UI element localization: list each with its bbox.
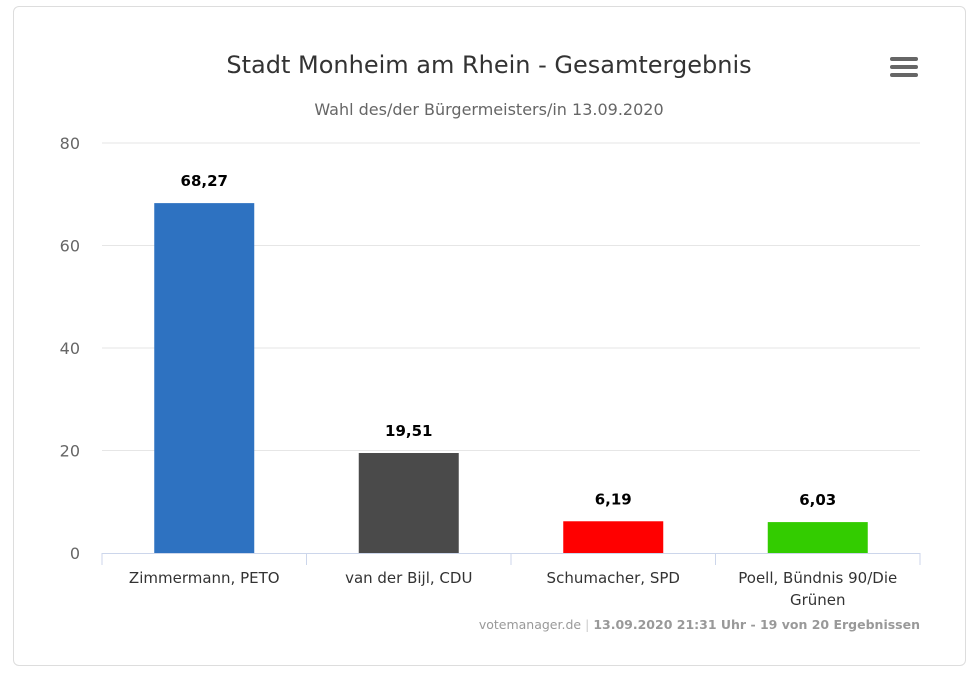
data-label: 19,51 <box>385 422 432 440</box>
chart-title: Stadt Monheim am Rhein - Gesamtergebnis <box>226 51 751 79</box>
y-tick-label: 20 <box>60 442 80 461</box>
x-tick-label: Schumacher, SPD <box>547 569 680 587</box>
y-tick-label: 0 <box>70 544 80 563</box>
hamburger-menu-icon[interactable] <box>890 57 918 81</box>
bar <box>358 453 459 553</box>
x-tick-label: Poell, Bündnis 90/Die <box>738 569 897 587</box>
y-tick-label: 40 <box>60 339 80 358</box>
data-label: 68,27 <box>181 172 228 190</box>
credits-separator: | <box>585 617 589 632</box>
bar <box>563 521 664 553</box>
data-label: 6,03 <box>799 491 836 509</box>
y-tick-label: 80 <box>60 134 80 153</box>
credits-info: 13.09.2020 21:31 Uhr - 19 von 20 Ergebni… <box>593 617 920 632</box>
bar <box>767 522 868 553</box>
data-label: 6,19 <box>595 490 632 508</box>
chart-credits[interactable]: votemanager.de | 13.09.2020 21:31 Uhr - 19… <box>479 617 920 632</box>
y-tick-label: 60 <box>60 237 80 256</box>
x-tick-label: Grünen <box>790 591 846 609</box>
x-tick-label: van der Bijl, CDU <box>345 569 472 587</box>
bar <box>154 203 255 553</box>
credits-source[interactable]: votemanager.de <box>479 617 582 632</box>
chart-subtitle: Wahl des/der Bürgermeisters/in 13.09.202… <box>314 100 663 119</box>
x-tick-label: Zimmermann, PETO <box>129 569 280 587</box>
